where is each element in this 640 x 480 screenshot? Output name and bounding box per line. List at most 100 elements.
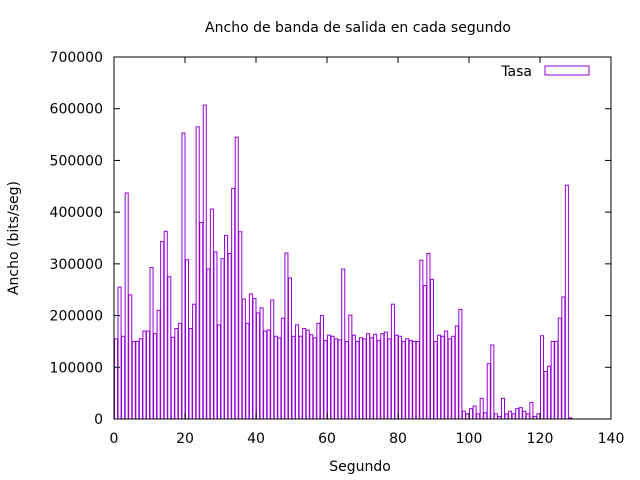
bar xyxy=(309,334,314,420)
x-tick-label: 140 xyxy=(598,431,625,447)
bar xyxy=(518,407,523,420)
bar xyxy=(398,335,403,420)
bar xyxy=(351,334,356,420)
bar xyxy=(447,338,452,420)
bar xyxy=(330,335,335,420)
bar xyxy=(305,329,310,420)
bar xyxy=(142,330,147,420)
bar xyxy=(263,330,268,420)
bar xyxy=(138,338,143,420)
x-tick-label: 60 xyxy=(318,431,336,447)
bar xyxy=(259,307,264,420)
bar xyxy=(415,340,420,420)
bar xyxy=(422,285,427,420)
legend-swatch xyxy=(544,65,590,76)
bar xyxy=(209,208,214,420)
bar xyxy=(185,259,190,420)
bar xyxy=(192,303,197,420)
bar xyxy=(522,410,527,420)
bar xyxy=(213,251,218,420)
bar xyxy=(405,338,410,420)
bar xyxy=(114,338,119,420)
bar xyxy=(419,259,424,420)
bar xyxy=(387,338,392,420)
bar xyxy=(220,258,225,420)
bar xyxy=(500,397,506,420)
bar xyxy=(266,329,271,420)
x-tick-label: 0 xyxy=(110,431,119,447)
y-tick-label: 300000 xyxy=(50,257,103,273)
bar xyxy=(131,340,136,420)
bar xyxy=(231,187,236,420)
bar xyxy=(199,221,204,420)
bar xyxy=(486,363,491,420)
bar xyxy=(327,334,332,420)
bar xyxy=(156,309,161,420)
bar xyxy=(316,322,321,420)
y-tick-label: 100000 xyxy=(50,360,103,376)
bar xyxy=(341,268,346,420)
bar xyxy=(224,234,229,420)
bar xyxy=(256,312,261,420)
chart-title: Ancho de banda de salida en cada segundo xyxy=(205,20,511,36)
bar xyxy=(337,339,342,420)
bar xyxy=(348,314,353,420)
bar xyxy=(206,268,211,420)
bar xyxy=(366,333,371,420)
bars-group xyxy=(114,104,573,420)
bar xyxy=(358,337,364,420)
bar xyxy=(557,317,562,420)
bar xyxy=(149,266,154,420)
bar xyxy=(284,252,289,420)
bar xyxy=(444,330,449,420)
x-tick-label: 20 xyxy=(176,431,194,447)
bar xyxy=(429,278,435,420)
bar xyxy=(177,322,182,420)
bar xyxy=(167,276,172,420)
bar xyxy=(476,413,481,420)
bar xyxy=(540,335,545,420)
bar xyxy=(280,317,285,420)
bar xyxy=(554,340,559,420)
y-tick-label: 0 xyxy=(94,412,103,428)
bar xyxy=(181,132,186,420)
bar xyxy=(469,408,474,420)
bar xyxy=(493,413,498,420)
plot-frame xyxy=(113,56,612,420)
bar xyxy=(561,296,566,420)
bar xyxy=(312,337,317,420)
bar xyxy=(412,340,417,420)
axis-ticks: 0 100000 200000 300000 400000 500000 600000 700… xyxy=(50,50,625,447)
bar xyxy=(508,410,513,420)
bar xyxy=(454,325,459,420)
bar xyxy=(295,324,300,420)
bar xyxy=(515,408,520,420)
bar xyxy=(238,231,243,420)
bar xyxy=(216,324,221,420)
bar xyxy=(323,339,328,420)
bar xyxy=(543,370,548,420)
bar xyxy=(483,412,488,420)
bar xyxy=(202,104,207,420)
bar xyxy=(433,340,438,420)
bar xyxy=(188,328,193,420)
y-tick-label: 700000 xyxy=(50,50,103,66)
bar xyxy=(511,413,516,420)
bar xyxy=(287,277,293,420)
bar xyxy=(362,338,367,420)
bar xyxy=(270,299,275,420)
bar xyxy=(227,253,232,420)
y-tick-label: 200000 xyxy=(50,309,103,325)
bar xyxy=(241,298,246,420)
bar xyxy=(302,328,307,420)
bar xyxy=(479,397,484,420)
bar xyxy=(401,340,406,420)
bar xyxy=(376,339,381,420)
legend-label: Tasa xyxy=(500,64,532,80)
bar xyxy=(277,337,282,420)
bar xyxy=(355,340,360,420)
bar xyxy=(145,330,150,420)
bar xyxy=(291,335,296,420)
bar xyxy=(128,294,133,420)
bar xyxy=(550,340,555,420)
